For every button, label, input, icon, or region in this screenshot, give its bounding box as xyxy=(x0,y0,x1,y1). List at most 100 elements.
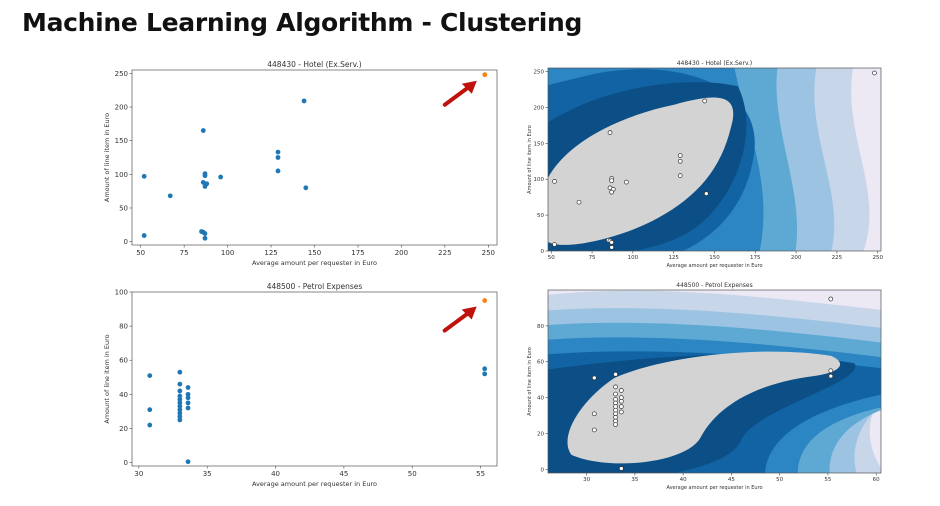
chart-title: 448500 - Petrol Expenses xyxy=(676,282,753,289)
data-point xyxy=(177,369,183,375)
data-point xyxy=(677,158,683,164)
data-point xyxy=(185,385,191,390)
data-point xyxy=(677,153,683,158)
data-point xyxy=(185,405,191,411)
data-point xyxy=(301,98,307,104)
data-point xyxy=(552,179,557,184)
contour-regions xyxy=(548,68,881,251)
data-point xyxy=(177,410,183,416)
arrow-head xyxy=(461,306,477,320)
x-tick-label: 50 xyxy=(548,255,555,261)
x-tick-label: 45 xyxy=(339,470,348,478)
data-point xyxy=(482,298,488,303)
data-point xyxy=(177,381,183,387)
plot-frame xyxy=(131,69,498,246)
data-point xyxy=(702,98,708,104)
data-point xyxy=(828,296,834,302)
y-tick-label: 80 xyxy=(119,323,128,331)
data-point xyxy=(624,179,629,185)
y-tick-label: 40 xyxy=(537,396,544,402)
data-point xyxy=(828,368,834,374)
data-point xyxy=(609,245,615,250)
data-point xyxy=(613,371,618,377)
arrow-shaft xyxy=(442,85,470,107)
data-point xyxy=(619,409,624,415)
page-title: Machine Learning Algorithm - Clustering xyxy=(22,8,583,37)
x-tick-label: 30 xyxy=(583,477,590,483)
scatter-chart-hotel: 448430 - Hotel (Ex.Serv.) Average amount … xyxy=(103,60,498,267)
x-tick-label: 55 xyxy=(476,470,485,478)
data-point xyxy=(185,395,191,401)
contour-regions xyxy=(548,290,881,473)
x-axis-label: Average amount per requester in Euro xyxy=(666,485,762,491)
red-arrow xyxy=(442,80,477,107)
data-point xyxy=(828,373,834,379)
data-point xyxy=(609,189,615,195)
y-tick-label: 150 xyxy=(115,137,128,145)
x-tick-label: 35 xyxy=(203,470,212,478)
data-point xyxy=(703,191,709,196)
y-tick-label: 0 xyxy=(124,238,128,246)
x-tick-label: 250 xyxy=(482,249,495,257)
y-tick-label: 150 xyxy=(534,141,545,147)
data-point xyxy=(613,384,618,390)
y-tick-label: 60 xyxy=(537,360,544,366)
data-point xyxy=(482,371,488,377)
data-point xyxy=(141,233,147,238)
y-tick-label: 20 xyxy=(119,425,128,433)
data-point xyxy=(619,388,624,393)
y-tick-label: 200 xyxy=(115,103,128,111)
inlier-region xyxy=(567,351,841,464)
data-point xyxy=(613,422,618,427)
x-axis-label: Average amount per requester in Euro xyxy=(252,259,377,267)
data-point xyxy=(576,199,582,205)
y-tick-label: 0 xyxy=(541,467,545,473)
y-tick-label: 20 xyxy=(537,431,544,437)
data-point xyxy=(872,70,877,76)
data-point xyxy=(185,391,191,397)
data-point xyxy=(677,173,683,178)
x-tick-label: 35 xyxy=(631,477,638,483)
x-tick-label: 175 xyxy=(351,249,364,257)
data-point xyxy=(552,242,557,247)
arrow-head xyxy=(461,80,477,94)
x-tick-label: 40 xyxy=(680,477,687,483)
arrow-shaft xyxy=(442,311,470,333)
data-point xyxy=(177,403,183,409)
data-point xyxy=(202,184,208,189)
data-point xyxy=(275,149,281,155)
y-tick-label: 100 xyxy=(115,171,128,179)
data-point xyxy=(177,407,183,413)
data-point xyxy=(275,168,281,174)
data-point xyxy=(218,174,224,180)
data-point xyxy=(202,235,208,241)
x-tick-label: 30 xyxy=(134,470,143,478)
y-axis-label: Amount of line item in Euro xyxy=(103,334,111,423)
contour-chart-petrol: 448500 - Petrol Expenses Average amount p… xyxy=(527,282,882,491)
data-point xyxy=(177,414,183,419)
data-point xyxy=(202,173,208,179)
data-point xyxy=(591,427,597,433)
y-tick-label: 50 xyxy=(537,213,544,219)
x-tick-label: 55 xyxy=(824,477,831,483)
x-tick-label: 75 xyxy=(589,255,596,261)
contour-chart-hotel: 448430 - Hotel (Ex.Serv.) Average amount … xyxy=(527,60,883,269)
chart-title: 448430 - Hotel (Ex.Serv.) xyxy=(267,60,362,69)
y-tick-label: 100 xyxy=(534,177,545,183)
data-point xyxy=(177,417,183,423)
y-tick-label: 0 xyxy=(541,249,545,255)
x-tick-label: 175 xyxy=(750,255,761,261)
data-point xyxy=(619,404,624,409)
data-point xyxy=(591,411,597,417)
x-tick-label: 100 xyxy=(221,249,234,257)
data-point xyxy=(200,128,206,133)
y-tick-label: 100 xyxy=(115,288,128,296)
x-tick-label: 60 xyxy=(873,477,880,483)
data-point xyxy=(591,375,597,381)
data-point xyxy=(613,391,618,397)
y-tick-label: 250 xyxy=(115,70,128,78)
x-tick-label: 200 xyxy=(791,255,802,261)
x-tick-label: 125 xyxy=(668,255,679,261)
data-point xyxy=(185,400,191,406)
x-tick-label: 50 xyxy=(408,470,417,478)
